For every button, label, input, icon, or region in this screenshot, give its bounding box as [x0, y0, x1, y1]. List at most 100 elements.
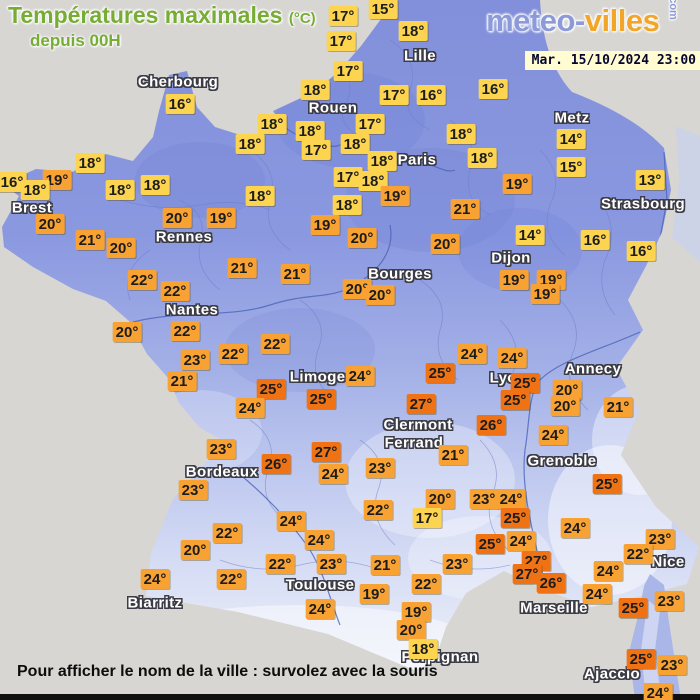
- temp-badge[interactable]: 25°: [618, 598, 648, 618]
- temp-badge[interactable]: 18°: [295, 121, 325, 141]
- temp-badge[interactable]: 27°: [512, 564, 542, 584]
- temp-badge[interactable]: 20°: [552, 380, 582, 400]
- temp-badge[interactable]: 19°: [206, 208, 236, 228]
- temp-badge[interactable]: 19°: [359, 584, 389, 604]
- temp-badge[interactable]: 17°: [412, 508, 442, 528]
- temp-badge[interactable]: 25°: [510, 373, 540, 393]
- temp-badge[interactable]: 18°: [300, 80, 330, 100]
- temp-badge[interactable]: 21°: [280, 264, 310, 284]
- temp-badge[interactable]: 24°: [538, 425, 568, 445]
- temp-badge[interactable]: 20°: [342, 279, 372, 299]
- temp-badge[interactable]: 24°: [582, 584, 612, 604]
- temp-badge[interactable]: 18°: [446, 124, 476, 144]
- temp-badge[interactable]: 18°: [20, 180, 50, 200]
- temp-badge[interactable]: 25°: [592, 474, 622, 494]
- temp-badge[interactable]: 16°: [416, 85, 446, 105]
- temp-badge[interactable]: 17°: [328, 6, 358, 26]
- temp-badge[interactable]: 25°: [306, 389, 336, 409]
- temp-badge[interactable]: 16°: [478, 79, 508, 99]
- temp-badge[interactable]: 24°: [496, 489, 526, 509]
- temp-badge[interactable]: 22°: [160, 281, 190, 301]
- temp-badge[interactable]: 26°: [536, 573, 566, 593]
- temp-badge[interactable]: 16°: [165, 94, 195, 114]
- temp-badge[interactable]: 19°: [310, 215, 340, 235]
- temp-badge[interactable]: 17°: [301, 140, 331, 160]
- temp-badge[interactable]: 18°: [358, 171, 388, 191]
- temp-badge[interactable]: 22°: [127, 270, 157, 290]
- temp-badge[interactable]: 25°: [425, 363, 455, 383]
- temp-badge[interactable]: 19°: [499, 270, 529, 290]
- temp-badge[interactable]: 22°: [216, 569, 246, 589]
- temp-badge[interactable]: 20°: [396, 620, 426, 640]
- temp-badge[interactable]: 24°: [304, 530, 334, 550]
- temp-badge[interactable]: 23°: [469, 489, 499, 509]
- temp-badge[interactable]: 21°: [450, 199, 480, 219]
- temp-badge[interactable]: 22°: [212, 523, 242, 543]
- temp-badge[interactable]: 20°: [365, 285, 395, 305]
- temp-badge[interactable]: 20°: [550, 396, 580, 416]
- temp-badge[interactable]: 25°: [500, 390, 530, 410]
- temp-badge[interactable]: 22°: [170, 321, 200, 341]
- temp-badge[interactable]: 21°: [227, 258, 257, 278]
- temp-badge[interactable]: 17°: [379, 85, 409, 105]
- meteo-villes-logo[interactable]: meteo-villes .com: [486, 0, 686, 39]
- temp-badge[interactable]: 19°: [380, 186, 410, 206]
- temp-badge[interactable]: 23°: [365, 458, 395, 478]
- temp-badge[interactable]: 16°: [580, 230, 610, 250]
- temp-badge[interactable]: 24°: [235, 398, 265, 418]
- temp-badge[interactable]: 23°: [442, 554, 472, 574]
- temp-badge[interactable]: 19°: [401, 602, 431, 622]
- temp-badge[interactable]: 25°: [256, 379, 286, 399]
- temp-badge[interactable]: 21°: [603, 397, 633, 417]
- temp-badge[interactable]: 24°: [140, 569, 170, 589]
- temp-badge[interactable]: 18°: [332, 195, 362, 215]
- temp-badge[interactable]: 21°: [370, 555, 400, 575]
- temp-badge[interactable]: 19°: [530, 284, 560, 304]
- temp-badge[interactable]: 26°: [476, 415, 506, 435]
- temp-badge[interactable]: 23°: [657, 655, 687, 675]
- temp-badge[interactable]: 18°: [245, 186, 275, 206]
- temp-badge[interactable]: 21°: [438, 445, 468, 465]
- temp-badge[interactable]: 15°: [368, 0, 398, 19]
- temp-badge[interactable]: 20°: [106, 238, 136, 258]
- temp-badge[interactable]: 23°: [206, 439, 236, 459]
- temp-badge[interactable]: 20°: [425, 489, 455, 509]
- temp-badge[interactable]: 22°: [623, 544, 653, 564]
- temp-badge[interactable]: 16°: [0, 172, 27, 192]
- temp-badge[interactable]: 20°: [35, 214, 65, 234]
- temp-badge[interactable]: 27°: [311, 442, 341, 462]
- temp-badge[interactable]: 20°: [112, 322, 142, 342]
- temp-badge[interactable]: 19°: [502, 174, 532, 194]
- temp-badge[interactable]: 20°: [162, 208, 192, 228]
- temp-badge[interactable]: 14°: [515, 225, 545, 245]
- temp-badge[interactable]: 22°: [363, 500, 393, 520]
- temp-badge[interactable]: 24°: [560, 518, 590, 538]
- temp-badge[interactable]: 25°: [500, 508, 530, 528]
- temp-badge[interactable]: 24°: [457, 344, 487, 364]
- temp-badge[interactable]: 24°: [318, 464, 348, 484]
- temp-badge[interactable]: 20°: [180, 540, 210, 560]
- temp-badge[interactable]: 13°: [635, 170, 665, 190]
- temp-badge[interactable]: 23°: [316, 554, 346, 574]
- temp-badge[interactable]: 23°: [178, 480, 208, 500]
- temp-badge[interactable]: 18°: [140, 175, 170, 195]
- temp-badge[interactable]: 17°: [333, 61, 363, 81]
- temp-badge[interactable]: 18°: [408, 639, 438, 659]
- temp-badge[interactable]: 22°: [411, 574, 441, 594]
- temp-badge[interactable]: 18°: [340, 134, 370, 154]
- temp-badge[interactable]: 24°: [506, 531, 536, 551]
- temp-badge[interactable]: 23°: [180, 350, 210, 370]
- temp-badge[interactable]: 22°: [265, 554, 295, 574]
- temp-badge[interactable]: 25°: [626, 649, 656, 669]
- temp-badge[interactable]: 23°: [645, 529, 675, 549]
- temp-badge[interactable]: 16°: [626, 241, 656, 261]
- temp-badge[interactable]: 24°: [497, 348, 527, 368]
- temp-badge[interactable]: 23°: [654, 591, 684, 611]
- temp-badge[interactable]: 18°: [257, 114, 287, 134]
- temp-badge[interactable]: 15°: [556, 157, 586, 177]
- temp-badge[interactable]: 14°: [556, 129, 586, 149]
- temp-badge[interactable]: 27°: [406, 394, 436, 414]
- temp-badge[interactable]: 18°: [367, 151, 397, 171]
- temp-badge[interactable]: 19°: [42, 170, 72, 190]
- temp-badge[interactable]: 21°: [167, 371, 197, 391]
